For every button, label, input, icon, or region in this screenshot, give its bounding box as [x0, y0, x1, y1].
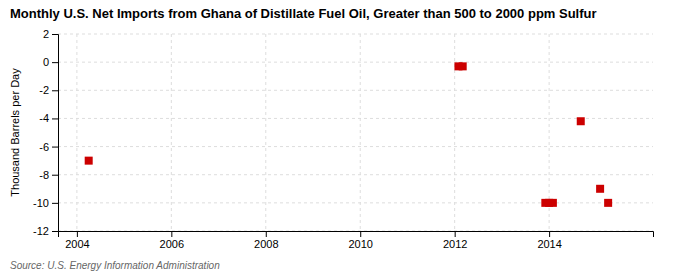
plot-area: 2004 2006 2008 2010 2012 2014 2 0 -2 -4 -6 -8 -10 -12: [33, 28, 653, 250]
tick-mark: [52, 203, 58, 204]
title: Monthly U.S. Net Imports from Ghana of D…: [10, 6, 597, 21]
tick-label: -12: [33, 225, 49, 237]
tick: 2006: [160, 231, 184, 250]
grid-line-y: [58, 202, 653, 203]
tick: 2010: [348, 231, 372, 250]
tick-mark: [266, 231, 267, 237]
tick-label: 2014: [537, 238, 561, 250]
y-axis: 2 0 -2 -4 -6 -8 -10 -12: [33, 28, 58, 237]
tick: -10: [33, 197, 58, 209]
tick-mark: [52, 118, 58, 119]
y-axis-title: Thousand Barrels per Day: [9, 68, 21, 197]
x-axis: 2004 2006 2008 2010 2012 2014: [59, 231, 654, 250]
grid-line-x: [171, 34, 172, 231]
tick: 0: [43, 56, 58, 68]
tick-label: -2: [39, 84, 49, 96]
chart-container: 2004 2006 2008 2010 2012 2014 2 0 -2 -4 -6 -8 -10 -12…: [0, 0, 675, 275]
tick: -12: [33, 225, 58, 237]
tick-label: -8: [39, 169, 49, 181]
grid-line-x: [265, 34, 266, 231]
tick-mark: [549, 231, 550, 237]
tick-mark: [52, 231, 58, 232]
grid: [58, 34, 653, 231]
grid-line-y: [58, 62, 653, 63]
tick-label: -10: [33, 197, 49, 209]
tick-mark: [52, 62, 58, 63]
grid-line-y: [58, 34, 653, 35]
tick: -6: [39, 141, 58, 153]
tick: 2004: [65, 231, 89, 250]
grid-line-x: [76, 34, 77, 231]
axis-line: [52, 35, 59, 232]
tick-mark: [171, 231, 172, 237]
tick-label: 2008: [254, 238, 278, 250]
tick: 2: [43, 28, 58, 40]
tick-label: 2: [43, 28, 49, 40]
grid-line-y: [58, 146, 653, 147]
tick-mark: [52, 90, 58, 91]
axis-line: [59, 232, 654, 238]
tick-mark: [52, 147, 58, 148]
tick-label: 2012: [443, 238, 467, 250]
tick-mark: [77, 231, 78, 237]
grid-line-y: [58, 174, 653, 175]
source-note: Source: U.S. Energy Information Administ…: [10, 260, 220, 271]
grid-line-y: [58, 118, 653, 119]
chart-svg: 2004 2006 2008 2010 2012 2014 2 0 -2 -4 -6 -8 -10 -12…: [0, 0, 675, 275]
points: [85, 62, 612, 206]
tick: 2008: [254, 231, 278, 250]
point: [604, 199, 612, 207]
tick: 2014: [537, 231, 561, 250]
tick-mark: [360, 231, 361, 237]
tick-mark: [455, 231, 456, 237]
tick-label: 2010: [348, 238, 372, 250]
tick-label: -4: [39, 112, 49, 124]
point: [577, 117, 585, 125]
tick-label: 2004: [65, 238, 89, 250]
tick: -2: [39, 84, 58, 96]
point: [459, 62, 467, 70]
tick: 2012: [443, 231, 467, 250]
grid-line-y: [58, 90, 653, 91]
point: [549, 199, 557, 207]
tick: -8: [39, 169, 58, 181]
tick-label: 2006: [160, 238, 184, 250]
tick: -4: [39, 112, 58, 124]
tick-label: 0: [43, 56, 49, 68]
tick-label: -6: [39, 141, 49, 153]
point: [596, 185, 604, 193]
tick-mark: [52, 175, 58, 176]
point: [85, 157, 93, 165]
tick-mark: [52, 34, 58, 35]
grid-line-x: [360, 34, 361, 231]
